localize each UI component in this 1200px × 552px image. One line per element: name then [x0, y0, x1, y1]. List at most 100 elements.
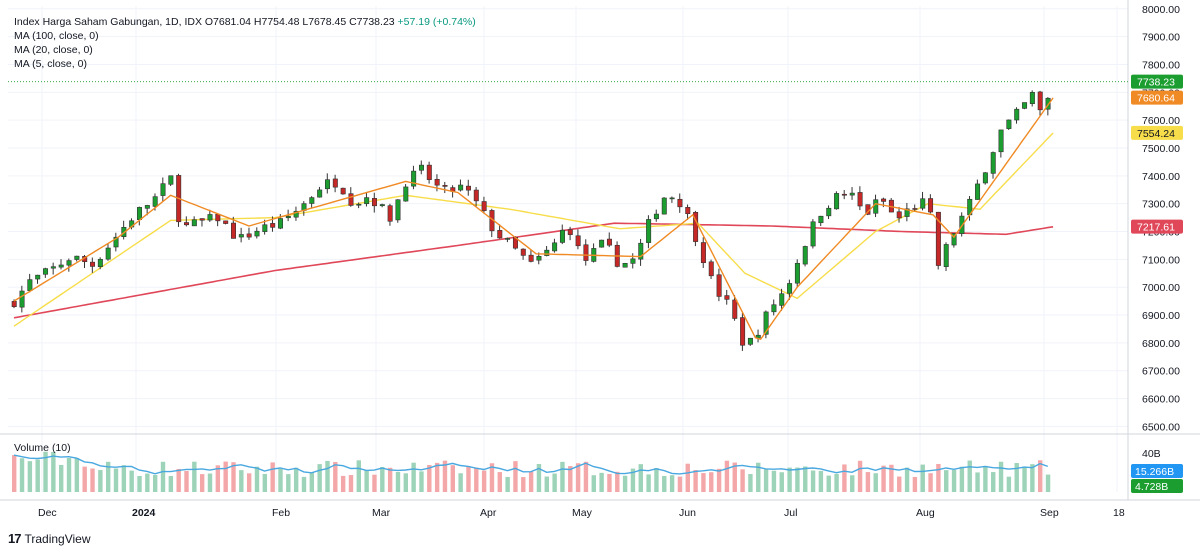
- volume-bar: [928, 473, 933, 492]
- price-label-box: [1131, 125, 1183, 140]
- volume-bar: [90, 468, 95, 492]
- candle-body: [935, 211, 941, 266]
- volume-bar: [810, 470, 816, 492]
- candle-body: [293, 210, 299, 218]
- candle-body: [505, 238, 511, 240]
- volume-bar: [278, 468, 283, 492]
- volume-bar: [701, 473, 706, 492]
- candle-body: [324, 179, 330, 190]
- candle-body: [708, 261, 714, 277]
- volume-bar: [521, 477, 526, 492]
- volume-bar: [575, 463, 581, 492]
- candle-body: [309, 197, 315, 204]
- volume-bar: [646, 474, 651, 492]
- volume-bar: [740, 469, 745, 492]
- volume-bar: [795, 467, 800, 492]
- candle-body: [262, 224, 268, 232]
- volume-bar: [920, 464, 925, 492]
- candle-body: [559, 229, 565, 243]
- price-tick-label: 6700.00: [1142, 366, 1180, 378]
- price-tick-label: 6800.00: [1142, 338, 1180, 350]
- ma20-line: [13, 132, 1054, 327]
- candle-body: [207, 214, 213, 221]
- price-tick-label: 8000.00: [1142, 4, 1180, 16]
- candle-body: [364, 197, 370, 205]
- chart-title-line: Index Harga Saham Gabungan, 1D, IDX O768…: [14, 16, 476, 28]
- candle-body: [246, 233, 252, 238]
- candle-body: [332, 178, 338, 188]
- volume-legend[interactable]: Volume (10): [14, 442, 71, 454]
- ma100-legend[interactable]: MA (100, close, 0): [14, 30, 99, 42]
- volume-label-box: [1131, 464, 1183, 478]
- candle-body: [732, 299, 738, 319]
- candle-body: [520, 248, 526, 256]
- candle-body: [270, 223, 276, 228]
- ma20-legend[interactable]: MA (20, close, 0): [14, 44, 93, 56]
- ohlc-values: O7681.04 H7754.48 L7678.45 C7738.23: [204, 16, 395, 28]
- candle-body: [1014, 108, 1020, 121]
- price-tick-label: 7500.00: [1142, 143, 1180, 155]
- candle-body: [896, 211, 902, 219]
- candle-body: [1022, 102, 1028, 109]
- candle-body: [920, 198, 926, 209]
- volume-bar: [560, 461, 565, 492]
- tradingview-logo[interactable]: 17 TradingView: [8, 531, 91, 546]
- time-tick-label: 18: [1113, 507, 1125, 519]
- candle-body: [818, 215, 824, 224]
- candle-body: [740, 317, 746, 346]
- volume-bar: [936, 463, 941, 492]
- candle-body: [747, 337, 753, 345]
- volume-bar: [317, 464, 322, 492]
- volume-bar: [544, 476, 549, 492]
- volume-bar: [763, 469, 769, 492]
- candle-body: [465, 185, 471, 191]
- volume-bar: [513, 461, 518, 492]
- chart-title: Index Harga Saham Gabungan, 1D, IDX: [14, 16, 202, 28]
- volume-bar: [12, 455, 17, 492]
- ma5-legend[interactable]: MA (5, close, 0): [14, 58, 87, 70]
- volume-bar: [442, 460, 448, 492]
- volume-bar: [959, 466, 965, 492]
- volume-bar: [669, 475, 675, 492]
- volume-bar: [842, 464, 847, 492]
- volume-ma-line: [13, 454, 1049, 475]
- volume-bar: [450, 465, 456, 492]
- candle-body: [160, 183, 166, 196]
- candle-body: [395, 199, 401, 221]
- volume-bar: [881, 465, 886, 492]
- candle-body: [982, 172, 988, 184]
- volume-bar: [387, 467, 393, 492]
- volume-bar: [98, 470, 103, 492]
- volume-bar: [419, 471, 424, 492]
- time-tick-label: Aug: [916, 507, 935, 519]
- candle-body: [434, 178, 440, 186]
- volume-bar: [301, 476, 307, 492]
- time-tick-label: Apr: [480, 507, 497, 519]
- ma5-line: [13, 97, 1054, 341]
- candle-body: [544, 249, 550, 256]
- volume-bar: [246, 473, 252, 492]
- price-label-box: [1131, 74, 1183, 89]
- price-label-box: [1131, 219, 1183, 234]
- candle-body: [442, 185, 448, 187]
- candle-body: [975, 183, 981, 200]
- ma5-series: [13, 97, 1054, 341]
- volume-bar: [105, 461, 111, 492]
- volume-bar: [74, 457, 80, 492]
- price-tick-label: 7100.00: [1142, 254, 1180, 266]
- volume-bar: [380, 467, 385, 492]
- volume-bar: [458, 473, 463, 492]
- price-tick-label: 7000.00: [1142, 282, 1180, 294]
- volume-bar: [113, 468, 119, 492]
- candle-body: [904, 208, 910, 217]
- tradingview-brand: TradingView: [24, 531, 91, 546]
- volume-bar: [411, 462, 416, 492]
- candle-body: [677, 198, 683, 208]
- candle-body: [1037, 91, 1043, 111]
- price-label-text: 7738.23: [1137, 77, 1175, 89]
- volume-bar: [35, 459, 40, 492]
- volume-bar: [951, 469, 957, 492]
- price-change: +57.19 (+0.74%): [397, 16, 476, 28]
- candle-body: [184, 222, 190, 226]
- price-tick-label: 7900.00: [1142, 32, 1180, 44]
